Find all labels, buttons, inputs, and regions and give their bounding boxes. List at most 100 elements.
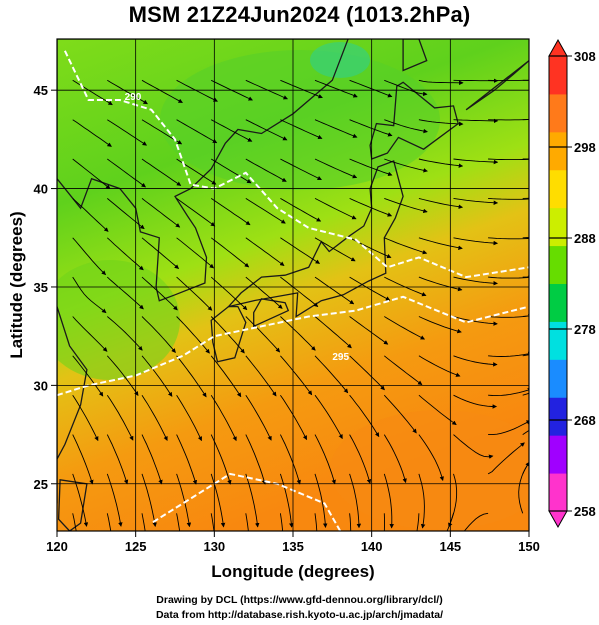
streamline (106, 473, 123, 527)
y-axis: 25 30 35 40 45 (34, 83, 57, 492)
streamline (72, 434, 94, 485)
streamline (453, 118, 499, 124)
x-tick-label: 135 (282, 539, 304, 554)
streamline (210, 355, 242, 398)
streamline (488, 157, 529, 162)
isotherm-290 (63, 50, 529, 279)
streamline (141, 237, 180, 269)
streamline (245, 158, 287, 182)
colorbar-segment (549, 397, 567, 436)
streamline (349, 473, 362, 529)
streamline (488, 236, 529, 241)
y-tick-label: 35 (34, 280, 48, 295)
streamline (488, 387, 529, 397)
streamline (72, 79, 113, 106)
streamline (280, 237, 321, 264)
streamline (72, 355, 104, 397)
streamline (141, 513, 146, 531)
streamline (245, 79, 288, 100)
streamline (176, 276, 213, 311)
streamline (314, 158, 358, 179)
streamline (280, 119, 323, 140)
streamline (418, 394, 457, 426)
coastline-china (57, 306, 88, 504)
streamline (107, 79, 148, 105)
streamline (245, 237, 285, 266)
streamline (418, 434, 444, 482)
colorbar-tick-label: 268 (574, 413, 596, 428)
streamline (453, 434, 494, 459)
streamline (176, 79, 218, 102)
x-tick-label: 140 (361, 539, 383, 554)
streamline (280, 394, 308, 441)
streamline (245, 513, 249, 531)
streamline (349, 394, 380, 438)
streamline (107, 119, 148, 146)
isotherm-295 (57, 295, 529, 397)
streamline (107, 316, 143, 351)
isotherm-label-290: 290 (125, 92, 142, 103)
streamline (453, 394, 498, 409)
streamline (280, 355, 313, 396)
streamline (141, 276, 178, 311)
streamline (384, 355, 423, 386)
streamline (314, 355, 349, 394)
streamline (106, 394, 134, 441)
credit-drawing: Drawing by DCL (https://www.gfd-dennou.o… (156, 594, 443, 606)
streamline (176, 473, 192, 528)
streamline (72, 276, 107, 314)
streamline (349, 197, 393, 217)
streamline (314, 473, 328, 528)
streamline (210, 158, 252, 184)
streamline (210, 237, 250, 268)
streamline (280, 79, 323, 99)
colorbar-segment (549, 56, 567, 95)
streamline (245, 355, 277, 397)
streamline (72, 316, 108, 352)
streamline (453, 197, 499, 205)
streamline (314, 434, 336, 485)
streamline (383, 473, 394, 529)
streamline (72, 158, 111, 189)
streamline (349, 513, 352, 531)
streamline (141, 79, 183, 103)
streamline (349, 434, 372, 484)
streamline (72, 513, 77, 531)
streamline (349, 276, 391, 301)
streamline (418, 276, 463, 292)
streamline (488, 420, 529, 436)
x-axis-label: Longitude (degrees) (211, 562, 374, 581)
y-tick-label: 40 (34, 182, 48, 197)
streamline (453, 276, 498, 286)
streamline (280, 276, 319, 307)
streamline (141, 316, 176, 353)
streamline (418, 197, 464, 209)
colorbar-segment (549, 93, 567, 133)
colorbar-tick-label: 288 (574, 231, 596, 246)
streamline (448, 473, 458, 528)
credit-data: Data from http://database.rish.kyoto-u.a… (155, 609, 444, 621)
streamline (416, 513, 420, 531)
streamline (453, 316, 498, 326)
streamline (349, 355, 385, 391)
streamline (418, 355, 461, 377)
streamline (107, 198, 145, 230)
colorbar-tick-label: 278 (574, 322, 596, 337)
streamline (453, 355, 498, 367)
coastline-kyushu (210, 305, 247, 363)
streamline (314, 79, 358, 98)
streamline (279, 434, 301, 485)
streamline (107, 158, 147, 188)
x-tick-label: 130 (203, 539, 225, 554)
streamline (72, 119, 112, 147)
streamline (176, 434, 198, 485)
streamline (72, 198, 109, 232)
streamline (383, 394, 417, 434)
colorbar-max-arrow (548, 38, 568, 57)
streamline (383, 513, 385, 531)
streamline (453, 237, 499, 246)
streamline (314, 119, 358, 138)
streamline (384, 158, 428, 173)
streamline (210, 198, 251, 226)
